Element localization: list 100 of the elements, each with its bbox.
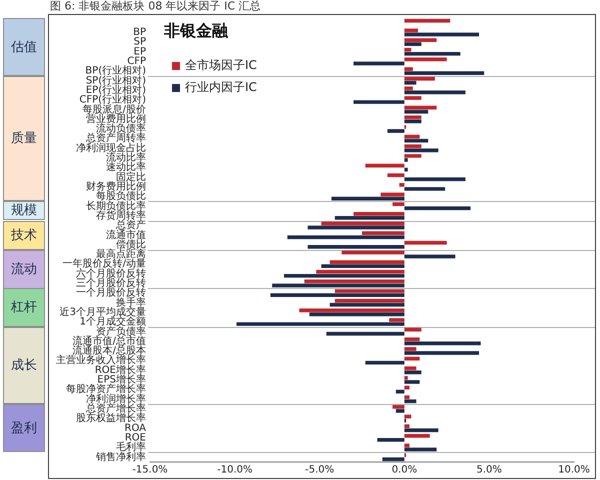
bar: [387, 173, 404, 178]
bar: [404, 356, 420, 360]
bar: [404, 351, 480, 355]
shaded-cell: 流动: [3, 250, 45, 289]
bar: [270, 293, 404, 297]
bar: [404, 414, 412, 418]
bar: [404, 106, 437, 110]
chart-title: 非银金融: [163, 21, 229, 40]
x-tick-label: 5.0%: [476, 464, 502, 476]
bar: [404, 90, 466, 94]
y-tick-label: 销售净利率: [95, 450, 146, 463]
x-tick-label: -5.0%: [305, 464, 334, 476]
bar: [365, 360, 404, 365]
bar: [377, 438, 404, 442]
shaded-cell: 质量: [3, 76, 45, 201]
bar: [404, 38, 437, 42]
bar: [284, 274, 404, 278]
bar: [404, 380, 420, 384]
bar: [404, 67, 413, 71]
bar: [404, 342, 481, 346]
y-tick-label: 一年股价反转/动量: [62, 258, 146, 270]
bar: [404, 148, 438, 152]
caption: 图 6: 非银金融板块 08 年以来因子 IC 汇总: [50, 0, 261, 12]
bar: [404, 80, 416, 85]
bar: [404, 120, 422, 124]
bar: [392, 405, 404, 409]
y-tick-label: EP: [134, 46, 146, 58]
bar: [404, 134, 420, 138]
bar: [404, 434, 430, 438]
x-tick-label: 10.0%: [558, 464, 590, 476]
bar: [330, 260, 404, 264]
bar: [404, 76, 435, 81]
bar: [309, 312, 404, 316]
bar: [334, 216, 404, 220]
y-tick-label: 存货周转率: [96, 209, 146, 222]
bar: [380, 192, 404, 196]
bar: [387, 129, 404, 133]
bar: [404, 154, 422, 158]
bar: [404, 32, 480, 36]
bar: [365, 164, 404, 168]
bar: [396, 409, 404, 413]
bar: [334, 298, 404, 303]
bar: [404, 115, 422, 120]
y-tick-label: 资产负债率: [96, 325, 146, 338]
shaded-cell: 盈利: [3, 404, 45, 452]
bar: [404, 424, 410, 428]
bar: [326, 332, 404, 336]
bar: [404, 48, 412, 52]
bar: [404, 254, 456, 258]
y-tick-label: 每股派息/股价: [82, 103, 146, 116]
bar: [404, 71, 484, 75]
y-tick-label: SP: [134, 36, 146, 48]
legend-label: 行业内因子IC: [185, 80, 257, 94]
bar: [389, 318, 404, 322]
bar: [316, 270, 404, 274]
y-tick-label: 净利润增长率: [86, 392, 146, 405]
bar: [399, 183, 404, 187]
bar: [354, 62, 404, 66]
bar: [382, 457, 404, 462]
y-tick-label: 长期负债比率: [86, 200, 146, 212]
bar: [308, 244, 404, 249]
bar: [404, 187, 446, 191]
bar: [404, 386, 410, 390]
y-tick-label: 净利润现金占比: [76, 142, 146, 154]
bar: [404, 395, 410, 400]
bar: [287, 235, 404, 240]
bar: [396, 390, 404, 394]
bar: [404, 28, 418, 32]
bar: [236, 322, 404, 326]
legend-label: 全市场因子IC: [185, 58, 257, 72]
bar: [404, 58, 447, 62]
bar: [404, 86, 413, 90]
bar: [308, 226, 404, 230]
bar: [404, 448, 437, 452]
bar: [404, 206, 471, 210]
bar: [404, 158, 408, 162]
y-tick-label: BP: [133, 27, 146, 38]
bar: [404, 177, 466, 182]
shaded-cell: 成长: [3, 327, 45, 404]
y-tick-label: 换手率: [116, 296, 146, 308]
shaded-cell: 规模: [3, 201, 45, 220]
x-tick-label: -15.0%: [132, 464, 168, 476]
shaded-cell: 杠杆: [3, 288, 45, 327]
bar: [404, 42, 422, 46]
bar: [272, 284, 404, 288]
bar: [404, 18, 450, 23]
bar: [404, 370, 422, 374]
bar: [330, 302, 404, 307]
bar: [404, 444, 410, 448]
bar: [404, 52, 460, 56]
bar: [299, 308, 404, 312]
bar: [404, 240, 447, 245]
bar: [342, 250, 404, 254]
y-tick-label: 流通市值: [106, 228, 146, 241]
bar: [362, 231, 404, 236]
bar: [404, 399, 416, 404]
bar: [404, 366, 416, 370]
bar: [334, 289, 404, 293]
y-tick-label: 固定比: [116, 170, 146, 183]
shaded-cell: 估值: [3, 18, 45, 76]
